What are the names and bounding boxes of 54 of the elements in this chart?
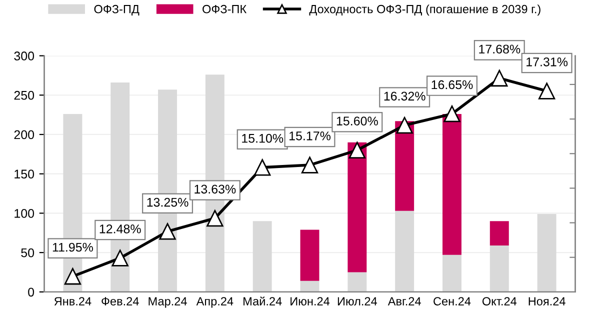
x-tick-label: Янв.24 <box>54 297 92 306</box>
point <box>444 106 460 122</box>
x-tick-label: Авг.24 <box>388 297 421 306</box>
point <box>206 210 224 227</box>
x-tick-label: Ноя.24 <box>528 297 566 306</box>
data-label: 16.65% <box>432 80 473 90</box>
data-label: 11.95% <box>52 242 93 252</box>
data-label: 15.17% <box>290 132 331 140</box>
x-tick-label: Апр.24 <box>196 297 234 308</box>
x-tick-label: Июл.24 <box>338 297 378 306</box>
point <box>112 250 128 266</box>
point <box>348 142 366 158</box>
legend-label: ОФЗ-ПК <box>202 4 247 14</box>
data-label: 13.25% <box>147 198 188 207</box>
x-tick-label: Июн.24 <box>290 297 330 306</box>
y-tick-label: 50 <box>21 248 34 258</box>
point <box>396 116 413 134</box>
x-tick-label: Фев.24 <box>102 297 139 306</box>
y-tick-label: 250 <box>14 90 34 100</box>
y-tick-label: 300 <box>14 52 34 60</box>
bar <box>348 272 367 292</box>
bar <box>252 221 272 292</box>
x-tick-label: Май.24 <box>244 296 282 306</box>
data-label: 12.48% <box>100 224 141 234</box>
bar <box>442 254 462 292</box>
y-tick-label: 0 <box>28 288 34 297</box>
bar <box>300 280 320 292</box>
bar <box>300 230 320 281</box>
data-label: 15.60% <box>336 116 378 126</box>
y-tick-label: 150 <box>14 170 34 178</box>
legend-label: Доходность ОФЗ-ПД (погашение в 2039 г.) <box>309 4 540 16</box>
y-tick-label: 100 <box>14 209 34 218</box>
y-tick-label: 200 <box>14 130 34 140</box>
bar <box>348 142 367 272</box>
legend-label: ОФЗ-ПД <box>94 4 140 16</box>
bar <box>442 114 462 255</box>
data-label: 13.63% <box>194 184 236 194</box>
x-tick-label: Мар.24 <box>148 297 187 308</box>
bar <box>537 214 556 292</box>
x-tick-label: Окт.24 <box>482 297 517 306</box>
data-label: 15.10% <box>242 134 284 143</box>
point <box>491 70 508 87</box>
point <box>538 82 556 100</box>
bar <box>395 210 414 292</box>
bar <box>490 221 509 246</box>
point <box>159 223 176 240</box>
x-tick-label: Сен.24 <box>434 297 471 306</box>
point <box>254 159 271 176</box>
point <box>64 268 82 285</box>
bar <box>490 245 509 292</box>
data-label: 17.31% <box>526 57 568 66</box>
data-label: 17.68% <box>479 44 520 54</box>
data-label: 16.32% <box>384 92 426 101</box>
point <box>301 156 318 174</box>
